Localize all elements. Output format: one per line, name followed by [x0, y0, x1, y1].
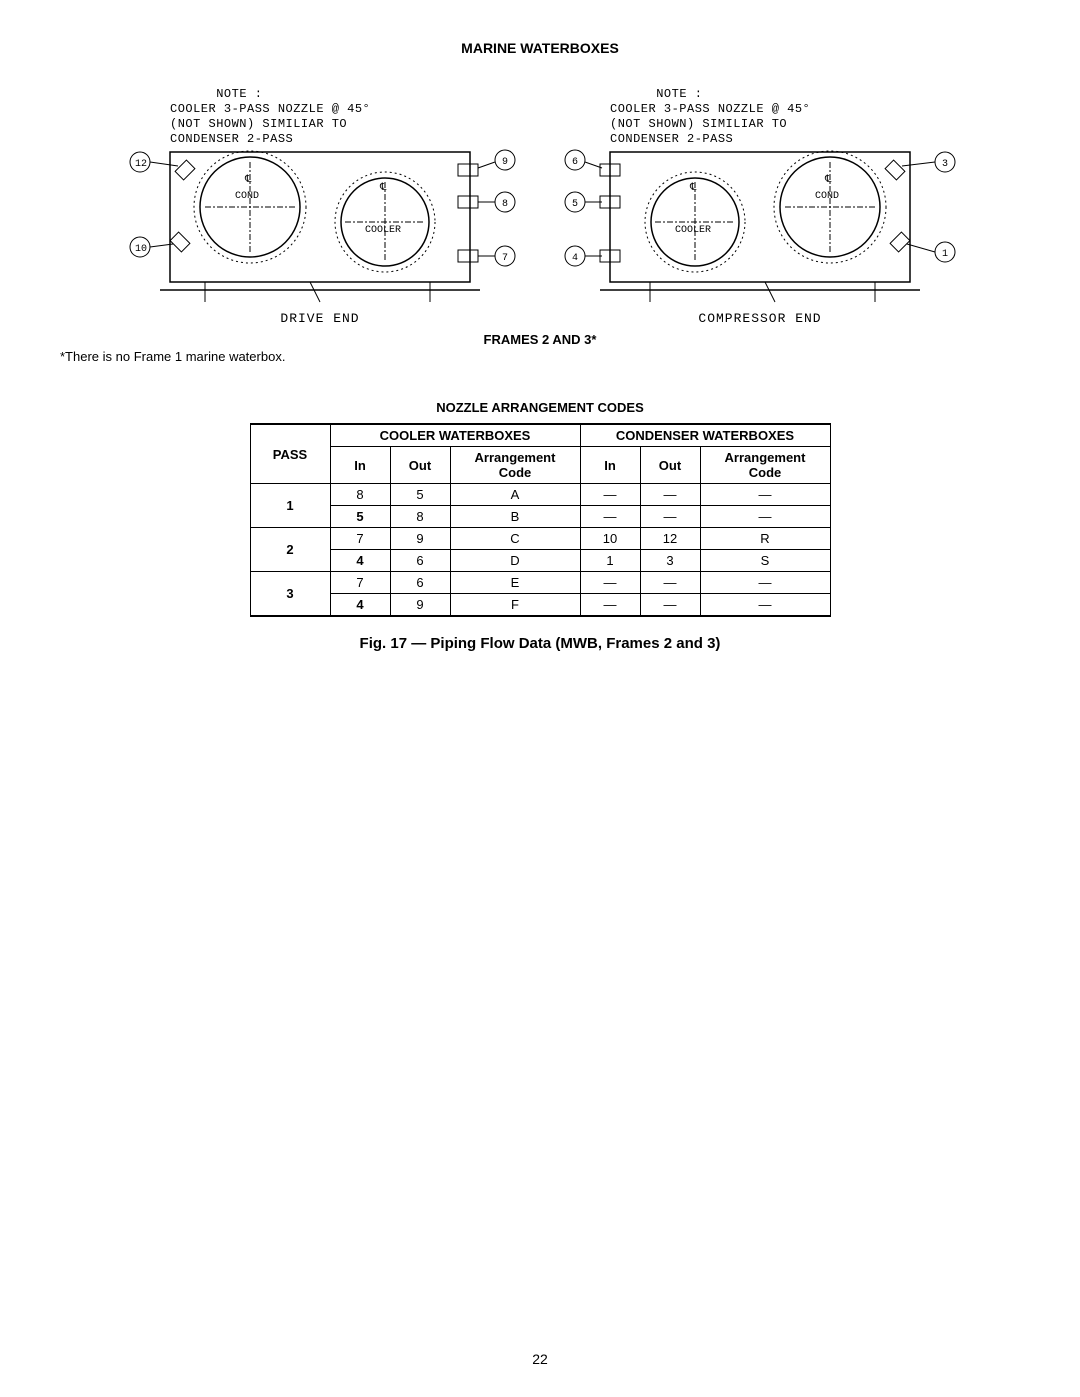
svg-text:9: 9 [502, 157, 508, 168]
cell: D [450, 550, 580, 572]
cell: C [450, 528, 580, 550]
svg-text:3: 3 [942, 159, 948, 170]
cell-pass: 3 [250, 572, 330, 617]
cell: — [640, 506, 700, 528]
svg-text:4: 4 [572, 253, 578, 264]
page-title: MARINE WATERBOXES [60, 40, 1020, 56]
cell: 7 [330, 528, 390, 550]
nozzle-arrangement-table: PASS COOLER WATERBOXES CONDENSER WATERBO… [250, 423, 831, 617]
svg-text:7: 7 [502, 253, 508, 264]
svg-text:COND: COND [235, 191, 259, 202]
nozzle-table-title: NOZZLE ARRANGEMENT CODES [60, 400, 1020, 415]
th-cooler: COOLER WATERBOXES [330, 424, 580, 447]
cell: S [700, 550, 830, 572]
svg-text:COOLER: COOLER [675, 225, 711, 236]
svg-text:10: 10 [135, 244, 147, 255]
cell: 4 [330, 550, 390, 572]
cell: 10 [580, 528, 640, 550]
cell: 6 [390, 572, 450, 594]
cell: — [700, 484, 830, 506]
footnote: *There is no Frame 1 marine waterbox. [60, 349, 1020, 364]
svg-text:℄: ℄ [379, 183, 387, 194]
figure-caption: Fig. 17 — Piping Flow Data (MWB, Frames … [60, 635, 1020, 652]
th-pass: PASS [250, 424, 330, 484]
th-condenser: CONDENSER WATERBOXES [580, 424, 830, 447]
cell: — [700, 594, 830, 617]
cell: E [450, 572, 580, 594]
diagram-row: NOTE : COOLER 3-PASS NOZZLE @ 45° (NOT S… [60, 72, 1020, 312]
cell: A [450, 484, 580, 506]
th-cooler-out: Out [390, 447, 450, 484]
cell: B [450, 506, 580, 528]
table-row: 185A——— [250, 484, 830, 506]
cell: — [580, 572, 640, 594]
drive-end-label: DRIVE END [280, 311, 359, 326]
th-cond-code: ArrangementCode [700, 447, 830, 484]
th-cond-in: In [580, 447, 640, 484]
svg-text:12: 12 [135, 159, 147, 170]
cell: 9 [390, 594, 450, 617]
cell: — [700, 506, 830, 528]
th-cooler-in: In [330, 447, 390, 484]
table-row: 376E——— [250, 572, 830, 594]
cell: R [700, 528, 830, 550]
cell: 8 [390, 506, 450, 528]
cell: 6 [390, 550, 450, 572]
cell-pass: 1 [250, 484, 330, 528]
frames-label: FRAMES 2 AND 3* [60, 332, 1020, 347]
cell: 3 [640, 550, 700, 572]
cell: 12 [640, 528, 700, 550]
cell: 9 [390, 528, 450, 550]
compressor-end-label: COMPRESSOR END [698, 311, 821, 326]
page-number: 22 [532, 1351, 548, 1367]
cell: 7 [330, 572, 390, 594]
cell: F [450, 594, 580, 617]
svg-text:5: 5 [572, 199, 578, 210]
cell: — [640, 484, 700, 506]
drive-end-svg: ℄ ℄ COND COOLER 12 10 9 8 [110, 132, 530, 312]
cell: — [580, 594, 640, 617]
cell: — [700, 572, 830, 594]
cell: 8 [330, 484, 390, 506]
cell: — [580, 484, 640, 506]
svg-text:℄: ℄ [689, 183, 697, 194]
th-cond-out: Out [640, 447, 700, 484]
cell-pass: 2 [250, 528, 330, 572]
compressor-end-svg: ℄ ℄ COOLER COND 6 5 4 3 1 [550, 132, 970, 312]
cell: 1 [580, 550, 640, 572]
compressor-end-diagram: NOTE : COOLER 3-PASS NOZZLE @ 45° (NOT S… [550, 72, 970, 312]
svg-text:℄: ℄ [244, 175, 252, 186]
table-row: 46D13S [250, 550, 830, 572]
cell: 5 [330, 506, 390, 528]
svg-text:COND: COND [815, 191, 839, 202]
svg-text:1: 1 [942, 249, 948, 260]
cell: — [580, 506, 640, 528]
svg-text:℄: ℄ [824, 175, 832, 186]
drive-end-diagram: NOTE : COOLER 3-PASS NOZZLE @ 45° (NOT S… [110, 72, 530, 312]
cell: — [640, 594, 700, 617]
cell: 4 [330, 594, 390, 617]
svg-text:6: 6 [572, 157, 578, 168]
svg-text:COOLER: COOLER [365, 225, 401, 236]
table-row: 49F——— [250, 594, 830, 617]
th-cooler-code: ArrangementCode [450, 447, 580, 484]
cell: 5 [390, 484, 450, 506]
table-row: 58B——— [250, 506, 830, 528]
cell: — [640, 572, 700, 594]
svg-text:8: 8 [502, 199, 508, 210]
table-row: 279C1012R [250, 528, 830, 550]
